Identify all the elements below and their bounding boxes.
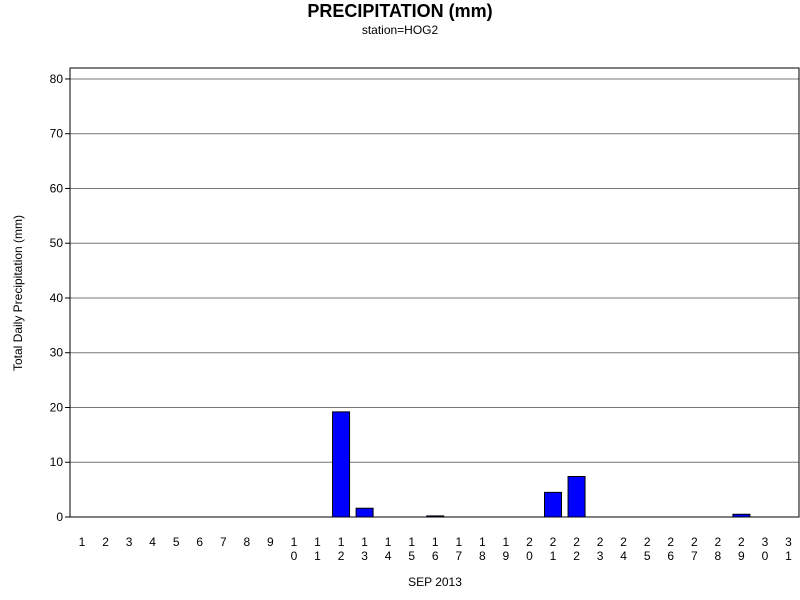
x-tick-label: 2 [102, 535, 109, 549]
x-tick-label: 6 [196, 535, 203, 549]
x-tick-label: 5 [173, 535, 180, 549]
y-tick-label: 80 [50, 72, 64, 86]
y-tick-label: 20 [50, 400, 64, 414]
bar-day-22 [567, 475, 586, 518]
x-tick-label: 4 [149, 535, 156, 549]
bar-day-21 [544, 491, 562, 518]
y-tick-label: 40 [50, 291, 64, 305]
y-tick-label: 10 [50, 455, 64, 469]
y-tick-label: 0 [56, 510, 63, 524]
x-tick-label: 8 [244, 535, 251, 549]
bar-day-13 [355, 507, 374, 518]
x-tick-label: 7 [220, 535, 227, 549]
y-tick-label: 50 [50, 236, 64, 250]
x-tick-label: 9 [267, 535, 274, 549]
y-tick-label: 70 [50, 127, 64, 141]
y-axis: 0 10 20 30 40 50 60 70 80 [50, 72, 70, 524]
grid-lines [70, 78, 799, 463]
x-tick-label: 3 [126, 535, 133, 549]
x-axis-label: SEP 2013 [408, 575, 462, 589]
bars [332, 411, 751, 518]
y-axis-label: Total Daily Precipitation (mm) [11, 215, 25, 371]
plot-frame [69, 67, 800, 518]
bar-day-12 [332, 411, 351, 518]
chart-subtitle: station=HOG2 [361, 23, 439, 37]
x-axis: 1 2 3 4 5 6 7 8 9 1 01 11 21 31 41 51 61 71 81 92 02 12 22 32 42… [79, 535, 793, 563]
y-tick-label: 30 [50, 346, 64, 360]
chart-title: PRECIPITATION (mm) [307, 1, 493, 21]
x-tick-label: 1 [79, 535, 86, 549]
y-tick-label: 60 [50, 181, 64, 195]
